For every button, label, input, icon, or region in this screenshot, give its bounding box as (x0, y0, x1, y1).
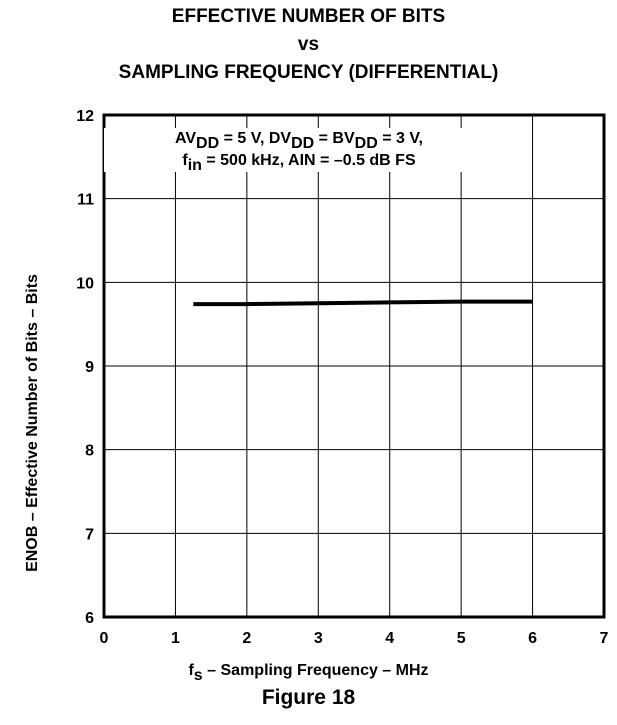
series-line-0 (193, 299, 533, 307)
y-tick-label: 8 (85, 443, 94, 460)
x-tick-label: 4 (385, 630, 394, 647)
y-axis-label-text: ENOB – Effective Number of Bits – Bits (24, 274, 41, 572)
x-tick-label: 7 (600, 630, 609, 647)
x-axis-label: fs – Sampling Frequency – MHz (188, 662, 429, 684)
x-tick-label: 1 (171, 630, 180, 647)
chart-title-line2: vs (297, 34, 320, 55)
y-tick-label: 10 (76, 275, 94, 292)
x-tick-label: 3 (314, 630, 323, 647)
x-tick-label: 0 (100, 630, 109, 647)
x-tick-label: 2 (242, 630, 251, 647)
annotation-line2: fin = 500 kHz, AIN = –0.5 dB FS (182, 152, 416, 174)
series-group (193, 299, 533, 307)
x-tick-label: 5 (457, 630, 466, 647)
grid (104, 115, 604, 617)
x-tick-label: 6 (528, 630, 537, 647)
y-tick-labels: 6 7 8 9 10 11 12 (76, 108, 94, 627)
y-tick-label: 11 (77, 192, 94, 209)
annotation-line1: AVDD = 5 V, DVDD = BVDD = 3 V, (175, 130, 423, 152)
figure-label: Figure 18 (261, 686, 356, 709)
y-tick-label: 7 (85, 526, 94, 543)
plot-frame (102, 113, 606, 619)
chart-annotation: AVDD = 5 V, DVDD = BVDD = 3 V, fin = 500… (104, 128, 494, 174)
chart-title-line3: SAMPLING FREQUENCY (DIFFERENTIAL) (118, 62, 499, 83)
y-tick-label: 6 (85, 610, 94, 627)
x-tick-labels: 0 1 2 3 4 5 6 7 (100, 630, 609, 647)
y-tick-label: 9 (85, 359, 94, 376)
y-tick-label: 12 (76, 108, 94, 125)
chart-title-line1: EFFECTIVE NUMBER OF BITS (171, 6, 446, 27)
